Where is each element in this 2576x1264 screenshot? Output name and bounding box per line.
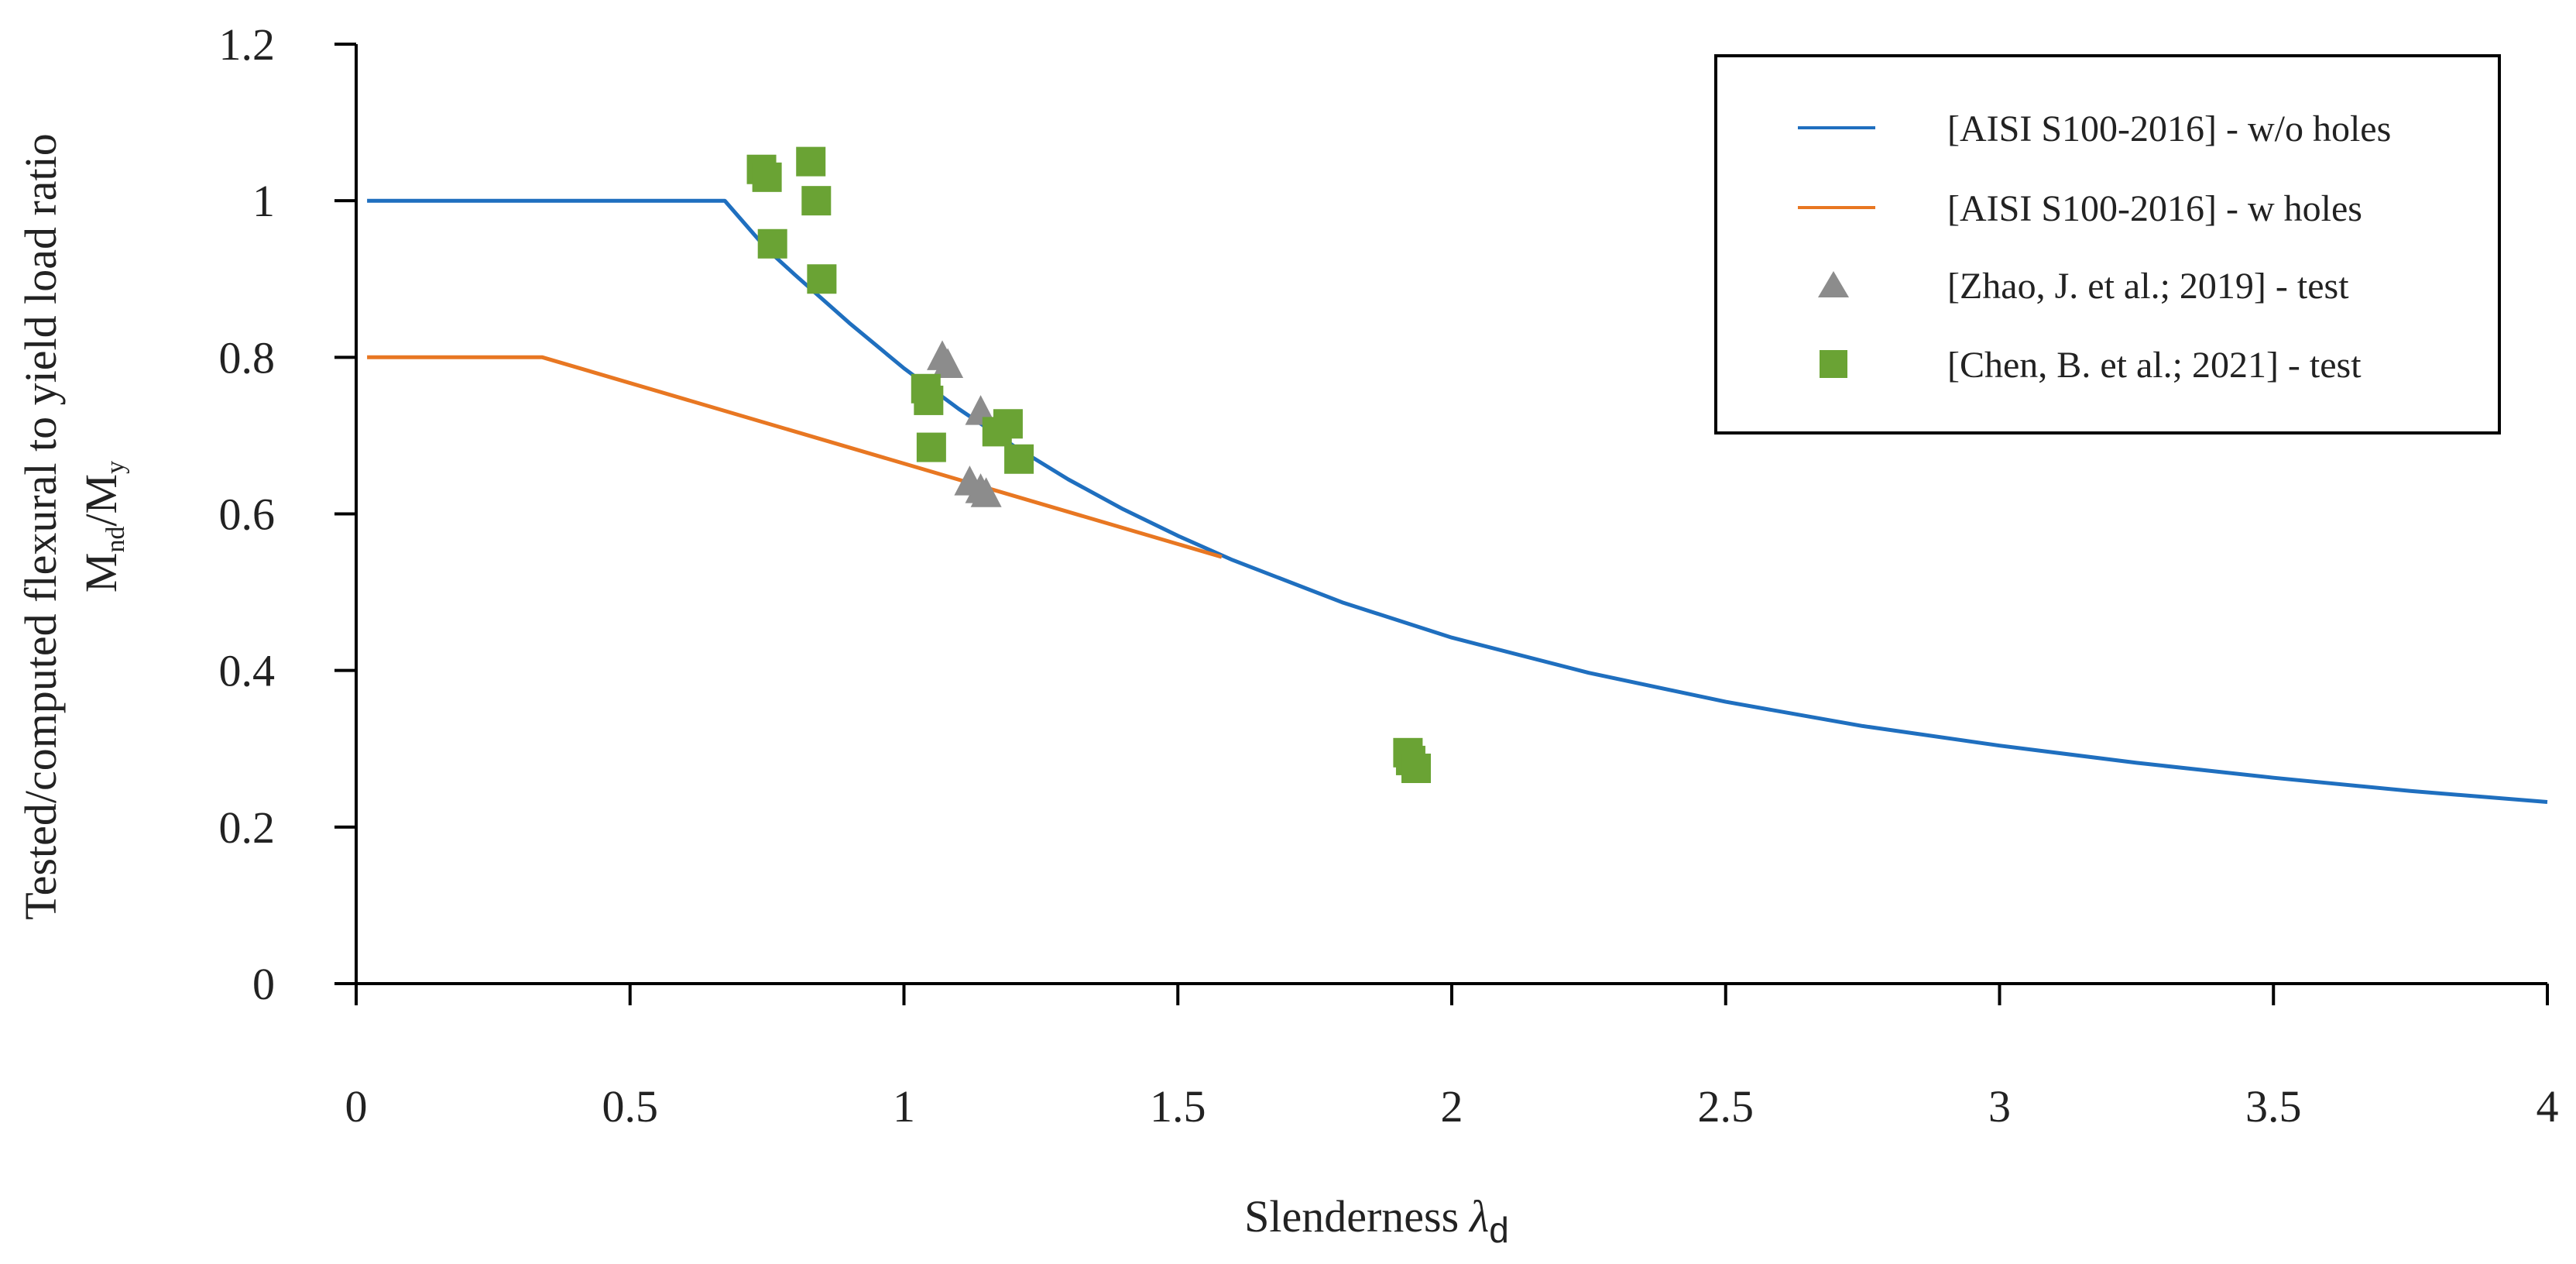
legend: [AISI S100-2016] - w/o holes [AISI S100-…	[1714, 54, 2501, 434]
y-axis-title-line2: Mnd/My	[76, 461, 130, 592]
legend-marker-zhao-triangle	[1818, 271, 1849, 297]
y-axis-title-m: M	[76, 553, 126, 593]
data-point-chen-test	[993, 409, 1023, 439]
data-point-zhao-test	[932, 348, 964, 378]
legend-label-zhao-test: [Zhao, J. et al.; 2019] - test	[1947, 266, 2349, 307]
x-axis-title-text: Slenderness	[1244, 1191, 1459, 1242]
x-tick-label: 0	[345, 1081, 368, 1132]
y-tick-label: 1.2	[219, 19, 276, 70]
data-point-chen-test	[914, 385, 944, 415]
x-axis-title: Slenderness λd	[1244, 1191, 1509, 1250]
data-point-chen-test	[801, 186, 832, 216]
y-tick-label: 0.4	[219, 646, 276, 696]
y-ticks: 0 0.2 0.4 0.6 0.8 1 1.2	[219, 19, 356, 1009]
x-tick-label: 3	[1988, 1081, 2011, 1132]
series-lines	[367, 198, 2548, 804]
x-tick-label: 3.5	[2245, 1081, 2302, 1132]
curve-aisi-without-holes	[367, 198, 2548, 804]
y-tick-label: 0.2	[219, 802, 276, 853]
y-tick-label: 0.6	[219, 489, 276, 540]
data-point-zhao-test	[970, 477, 1002, 507]
x-tick-label: 2	[1441, 1081, 1463, 1132]
x-ticks: 0 0.5 1 1.5 2 2.5 3 3.5 4	[345, 984, 2559, 1132]
x-tick-label: 4	[2537, 1081, 2559, 1132]
series-points	[746, 146, 1432, 784]
x-axis-title-subscript: d	[1489, 1210, 1509, 1250]
y-tick-label: 0	[252, 959, 275, 1009]
x-tick-label: 2.5	[1698, 1081, 1754, 1132]
x-tick-label: 1.5	[1150, 1081, 1206, 1132]
y-axis-title-line1: Tested/computed flexural to yield load r…	[15, 133, 66, 919]
legend-label-aisi-without-holes: [AISI S100-2016] - w/o holes	[1947, 108, 2391, 149]
legend-marker-chen-square	[1820, 350, 1847, 378]
data-point-chen-test	[916, 432, 946, 462]
y-tick-label: 1	[252, 176, 275, 226]
data-point-chen-test	[752, 162, 782, 192]
legend-label-aisi-with-holes: [AISI S100-2016] - w holes	[1947, 188, 2362, 229]
data-point-chen-test	[796, 146, 826, 177]
data-point-chen-test	[757, 228, 787, 259]
x-tick-label: 0.5	[602, 1081, 659, 1132]
y-tick-label: 0.8	[219, 332, 276, 383]
data-point-chen-test	[1401, 754, 1432, 784]
y-axis-title-sep: /M	[76, 474, 126, 527]
data-point-chen-test	[1004, 444, 1034, 474]
legend-label-chen-test: [Chen, B. et al.; 2021] - test	[1947, 345, 2362, 386]
data-point-chen-test	[807, 264, 837, 294]
y-axis-title-sub-y: y	[101, 461, 130, 474]
curve-aisi-with-holes	[367, 355, 1223, 559]
x-axis-title-symbol: λ	[1468, 1191, 1489, 1242]
x-tick-label: 1	[893, 1081, 915, 1132]
y-axis-title-sub-nd: nd	[101, 527, 130, 553]
